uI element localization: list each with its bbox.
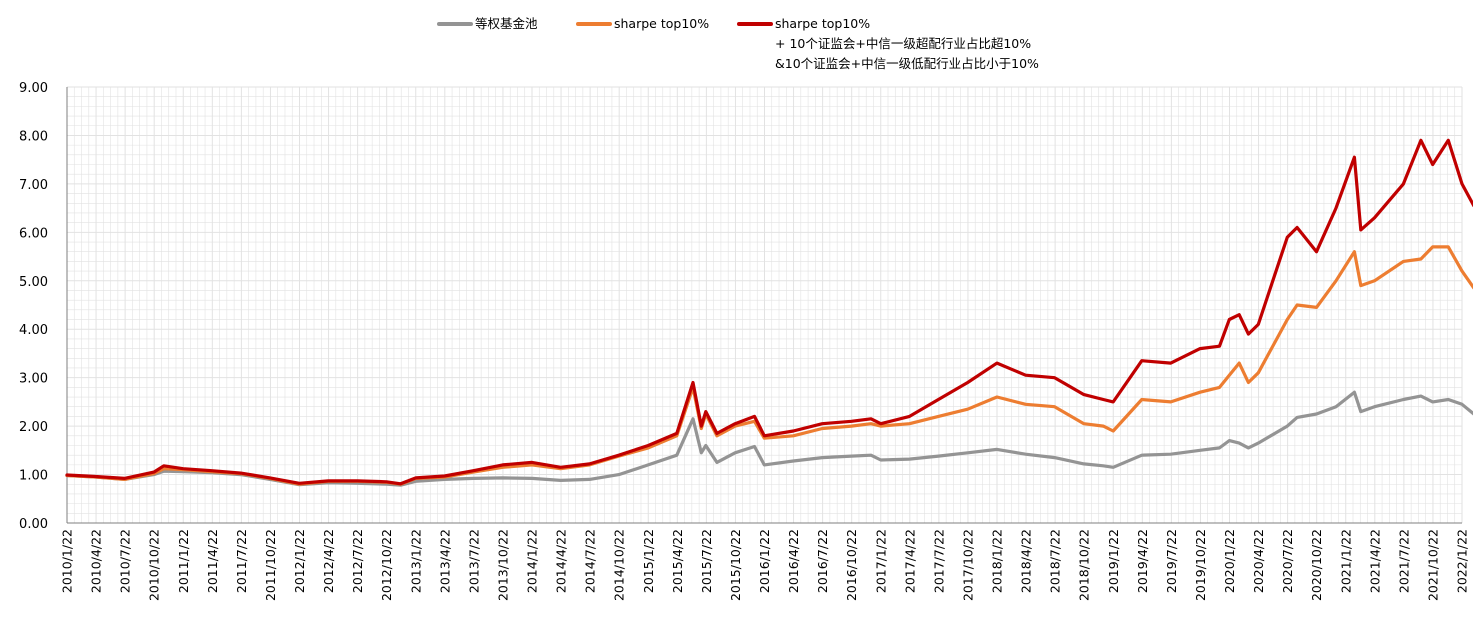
x-tick-label: 2012/10/22 [379,529,394,601]
x-tick-label: 2021/4/22 [1367,529,1382,593]
x-tick-label: 2014/7/22 [583,529,598,593]
x-tick-label: 2021/10/22 [1425,529,1440,601]
x-tick-label: 2017/4/22 [902,529,917,593]
legend-item-sharpe: sharpe top10% [576,14,709,34]
legend-item-equal: 等权基金池 [437,14,538,34]
x-tick-label: 2012/7/22 [350,529,365,593]
x-tick-label: 2022/1/22 [1455,529,1470,593]
y-tick-label: 0.00 [19,517,48,532]
x-tick-label: 2010/1/22 [60,529,75,593]
x-tick-label: 2015/10/22 [728,529,743,601]
x-tick-label: 2017/7/22 [931,529,946,593]
series-lines [65,138,1473,487]
legend-label-combo-line1: sharpe top10% [775,16,871,31]
y-tick-label: 4.00 [19,323,48,338]
y-tick-label: 8.00 [19,129,48,144]
x-tick-label: 2016/1/22 [757,529,772,593]
x-tick-label: 2016/10/22 [844,529,859,601]
x-tick-label: 2014/1/22 [525,529,540,593]
x-tick-label: 2014/10/22 [612,529,627,601]
legend-label-sharpe: sharpe top10% [614,16,710,31]
x-tick-label: 2011/1/22 [176,529,191,593]
x-tick-label: 2013/10/22 [495,529,510,601]
legend-label-equal: 等权基金池 [475,16,538,31]
x-tick-label: 2018/1/22 [990,529,1005,593]
x-tick-label: 2020/4/22 [1251,529,1266,593]
x-tick-label: 2019/10/22 [1193,529,1208,601]
x-tick-label: 2020/10/22 [1309,529,1324,601]
x-tick-label: 2012/1/22 [292,529,307,593]
y-tick-label: 5.00 [19,275,48,290]
axes [66,87,1462,524]
legend-item-combo: sharpe top10% + 10个证监会+中信一级超配行业占比超10% &1… [737,14,1039,74]
y-tick-label: 6.00 [19,226,48,241]
x-tick-label: 2017/1/22 [873,529,888,593]
x-tick-label: 2012/4/22 [321,529,336,593]
x-tick-label: 2011/10/22 [263,529,278,601]
x-tick-label: 2018/7/22 [1048,529,1063,593]
y-tick-label: 2.00 [19,420,48,435]
x-tick-label: 2020/7/22 [1280,529,1295,593]
major-gridlines [66,86,1463,524]
legend-label-combo-line3: &10个证监会+中信一级低配行业占比小于10% [775,56,1039,71]
y-axis-labels: 0.00 1.00 2.00 3.00 4.00 5.00 6.00 7.00 8.00 9.00 [19,81,48,532]
x-tick-label: 2015/7/22 [699,529,714,593]
y-tick-label: 3.00 [19,372,48,387]
x-axis-labels: 2010/1/22 2010/4/22 2010/7/22 2010/10/22 201… [60,529,1470,601]
y-tick-label: 1.00 [19,469,48,484]
x-tick-label: 2018/4/22 [1019,529,1034,593]
legend-swatch-sharpe [576,22,612,26]
x-tick-label: 2019/4/22 [1135,529,1150,593]
x-tick-label: 2010/4/22 [89,529,104,593]
y-tick-label: 7.00 [19,178,48,193]
x-tick-label: 2019/1/22 [1106,529,1121,593]
x-tick-label: 2011/7/22 [234,529,249,593]
x-tick-label: 2018/10/22 [1077,529,1092,601]
x-tick-label: 2016/7/22 [815,529,830,593]
x-tick-label: 2013/4/22 [437,529,452,593]
x-tick-label: 2010/7/22 [118,529,133,593]
legend-label-combo-line2: + 10个证监会+中信一级超配行业占比超10% [775,36,1032,51]
x-tick-label: 2015/4/22 [670,529,685,593]
legend-swatch-combo [737,22,773,26]
x-tick-label: 2011/4/22 [205,529,220,593]
legend-swatch-equal [437,22,473,26]
x-tick-label: 2013/1/22 [408,529,423,593]
x-tick-label: 2010/10/22 [147,529,162,601]
x-tick-label: 2015/1/22 [641,529,656,593]
x-tick-label: 2021/7/22 [1396,529,1411,593]
x-tick-label: 2013/7/22 [466,529,481,593]
x-tick-label: 2019/7/22 [1164,529,1179,593]
x-tick-label: 2017/10/22 [960,529,975,601]
x-tick-label: 2014/4/22 [554,529,569,593]
x-tick-label: 2020/1/22 [1222,529,1237,593]
series-line-combo [65,138,1473,486]
y-tick-label: 9.00 [19,81,48,96]
x-tick-label: 2021/1/22 [1338,529,1353,593]
series-line-equal [65,390,1473,487]
x-tick-label: 2016/4/22 [786,529,801,593]
